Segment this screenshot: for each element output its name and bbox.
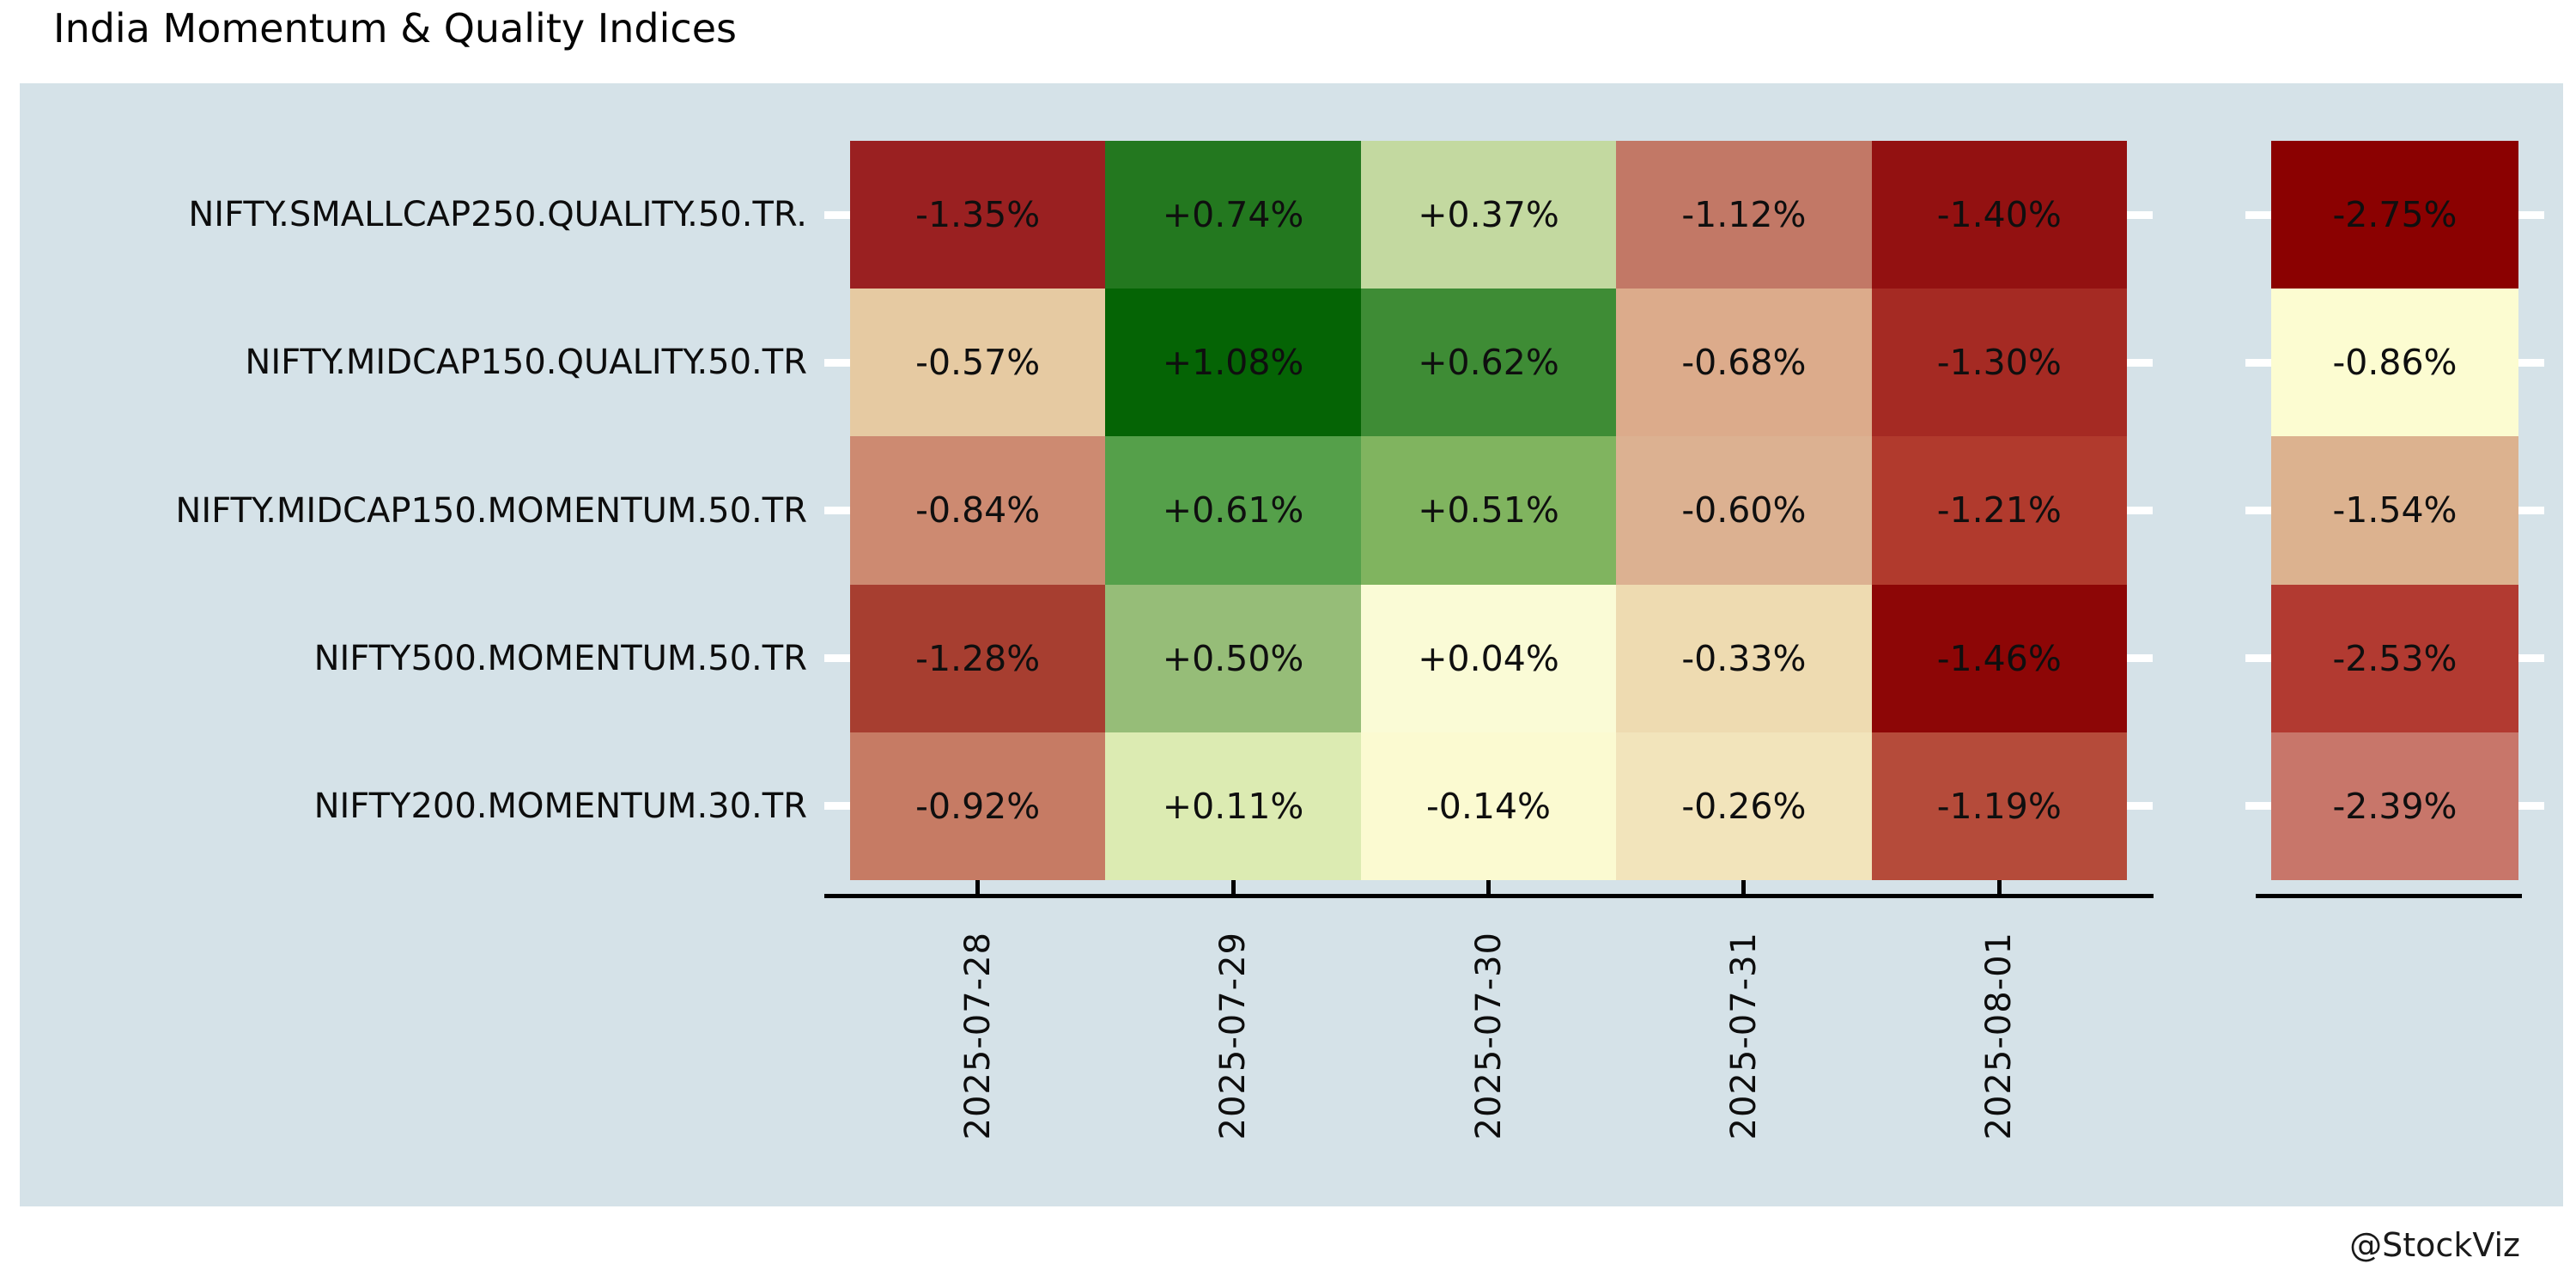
heatmap-cell: +0.74% [1105, 141, 1361, 289]
heatmap-cell: -1.12% [1616, 141, 1872, 289]
heatmap-cell: +0.62% [1360, 289, 1617, 437]
x-tick [1996, 880, 2002, 894]
x-axis-line [824, 894, 2154, 898]
x-tick [1486, 880, 1491, 894]
row-tick [824, 802, 850, 811]
summary-cell: -2.39% [2271, 732, 2518, 880]
row-tick [2518, 507, 2544, 514]
heatmap-cell: -0.92% [850, 732, 1106, 880]
row-label: NIFTY200.MOMENTUM.30.TR [313, 786, 807, 826]
heatmap-cell: -0.60% [1616, 436, 1872, 585]
x-tick [975, 880, 981, 894]
heatmap-cell: -0.68% [1616, 289, 1872, 437]
row-tick [2127, 654, 2153, 663]
row-tick [2518, 802, 2544, 811]
heatmap-cell: -0.33% [1616, 584, 1872, 732]
watermark: @StockViz [2349, 1226, 2520, 1264]
row-tick [824, 507, 850, 514]
x-tick-label: 2025-07-31 [1723, 932, 1764, 1140]
x-tick [1741, 880, 1747, 894]
heatmap-cell: +0.50% [1105, 584, 1361, 732]
row-label: NIFTY500.MOMENTUM.50.TR [313, 638, 807, 678]
row-tick [2127, 210, 2153, 219]
summary-cell: -1.54% [2271, 436, 2518, 585]
row-label: NIFTY.SMALLCAP250.QUALITY.50.TR. [188, 195, 807, 235]
heatmap-cell: +0.51% [1360, 436, 1617, 585]
summary-axis-line [2256, 894, 2522, 898]
row-tick [2518, 210, 2544, 219]
row-tick [2518, 358, 2544, 367]
summary-cell: -2.75% [2271, 141, 2518, 289]
row-tick [2518, 654, 2544, 663]
row-tick [824, 358, 850, 367]
x-tick-label: 2025-07-29 [1213, 932, 1254, 1140]
chart-title: India Momentum & Quality Indices [53, 5, 737, 52]
heatmap-cell: +0.11% [1105, 732, 1361, 880]
summary-cell: -2.53% [2271, 584, 2518, 732]
heatmap-cell: -1.30% [1871, 289, 2127, 437]
heatmap-cell: -0.57% [850, 289, 1106, 437]
x-tick-label: 2025-07-30 [1468, 932, 1509, 1140]
heatmap-cell: -1.40% [1871, 141, 2127, 289]
heatmap-cell: -1.19% [1871, 732, 2127, 880]
row-tick [824, 210, 850, 219]
row-tick [824, 654, 850, 663]
heatmap-cell: -0.14% [1360, 732, 1617, 880]
heatmap-cell: +0.61% [1105, 436, 1361, 585]
heatmap-cell: -0.26% [1616, 732, 1872, 880]
row-tick [2245, 654, 2271, 663]
row-tick [2127, 358, 2153, 367]
heatmap-cell: -1.46% [1871, 584, 2127, 732]
row-tick [2127, 802, 2153, 811]
heatmap-cell: -1.21% [1871, 436, 2127, 585]
row-tick [2245, 802, 2271, 811]
row-label: NIFTY.MIDCAP150.MOMENTUM.50.TR [175, 490, 807, 531]
heatmap-cell: -1.28% [850, 584, 1106, 732]
heatmap-cell: +1.08% [1105, 289, 1361, 437]
row-tick [2245, 507, 2271, 514]
heatmap-cell: -1.35% [850, 141, 1106, 289]
x-tick-label: 2025-08-01 [1979, 932, 2020, 1140]
row-label: NIFTY.MIDCAP150.QUALITY.50.TR [245, 343, 807, 383]
x-tick [1230, 880, 1236, 894]
x-tick-label: 2025-07-28 [957, 932, 998, 1140]
row-tick [2245, 210, 2271, 219]
heatmap-cell: +0.04% [1360, 584, 1617, 732]
row-tick [2245, 358, 2271, 367]
heatmap-cell: +0.37% [1360, 141, 1617, 289]
heatmap-cell: -0.84% [850, 436, 1106, 585]
row-tick [2127, 507, 2153, 514]
summary-cell: -0.86% [2271, 289, 2518, 437]
